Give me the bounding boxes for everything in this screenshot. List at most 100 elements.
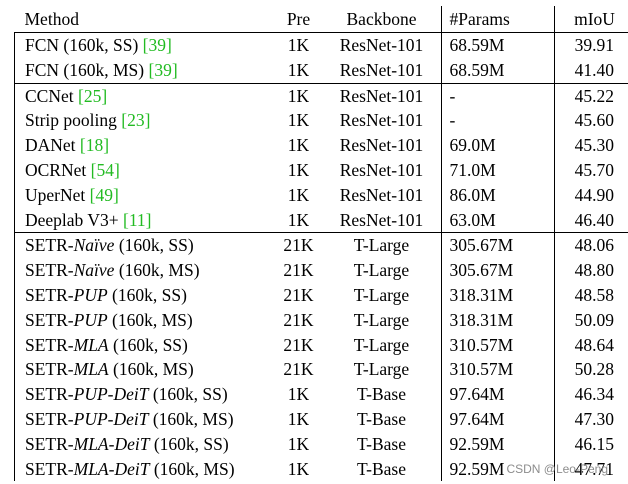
backbone-cell: T-Base	[322, 382, 442, 407]
watermark: CSDN @Leo-Peng	[506, 462, 608, 476]
miou-cell: 50.28	[554, 357, 628, 383]
params-cell: 68.59M	[441, 31, 555, 58]
params-cell: -	[441, 82, 555, 109]
citation-link[interactable]: [49]	[89, 184, 119, 205]
backbone-cell: ResNet-101	[322, 82, 442, 109]
backbone-cell: ResNet-101	[322, 108, 442, 134]
method-text: Naïve	[73, 260, 115, 281]
params-cell: 68.59M	[441, 57, 555, 84]
backbone-cell: T-Large	[322, 258, 442, 283]
header-backbone: Backbone	[322, 6, 442, 33]
method-text: MLA	[73, 334, 109, 355]
method-text: (160k, SS)	[149, 433, 229, 454]
backbone-cell: ResNet-101	[322, 182, 442, 208]
citation-link[interactable]: [23]	[121, 110, 151, 131]
method-cell: CCNet [25]	[14, 82, 275, 109]
method-cell: SETR-PUP (160k, MS)	[14, 307, 275, 333]
method-cell: SETR-MLA-DeiT (160k, MS)	[14, 456, 275, 482]
citation-link[interactable]: [25]	[78, 85, 108, 106]
backbone-cell: T-Large	[322, 307, 442, 333]
method-text: OCRNet	[25, 159, 91, 180]
method-text: SETR-	[25, 359, 74, 380]
citation-link[interactable]: [11]	[123, 209, 152, 230]
params-cell: 92.59M	[441, 456, 555, 482]
method-text: MLA	[73, 359, 109, 380]
pre-cell: 1K	[274, 31, 323, 58]
method-text: PUP-DeiT	[73, 384, 149, 405]
method-cell: FCN (160k, MS) [39]	[14, 57, 275, 84]
table-row: SETR-PUP-DeiT (160k, SS) 1K T-Base 97.64M 46…	[14, 382, 628, 407]
method-text: SETR-	[25, 260, 74, 281]
method-cell: OCRNet [54]	[14, 157, 275, 183]
params-cell: 86.0M	[441, 182, 555, 208]
method-cell: SETR-PUP-DeiT (160k, SS)	[14, 382, 275, 407]
table-row: SETR-PUP-DeiT (160k, MS) 1K T-Base 97.64M 47…	[14, 406, 628, 432]
backbone-cell: ResNet-101	[322, 133, 442, 158]
method-cell: SETR-MLA-DeiT (160k, SS)	[14, 431, 275, 457]
pre-cell: 1K	[287, 384, 310, 405]
method-text: SETR-	[25, 309, 74, 330]
method-text: (160k, MS)	[108, 359, 194, 380]
backbone-cell: ResNet-101	[322, 57, 442, 84]
miou-cell: 44.90	[554, 182, 628, 208]
method-cell: Strip pooling [23]	[14, 108, 275, 134]
params-cell: 305.67M	[441, 258, 555, 283]
table-row: DANet [18] 1K ResNet-101 69.0M 45.30	[14, 133, 628, 158]
pre-cell: 1K	[287, 135, 310, 156]
miou-cell: 48.80	[554, 258, 628, 283]
backbone-cell: ResNet-101	[322, 207, 442, 233]
method-text: SETR-	[25, 408, 74, 429]
method-text: (160k, SS)	[148, 384, 228, 405]
method-text: SETR-	[25, 334, 74, 355]
method-cell: SETR-PUP (160k, SS)	[14, 282, 275, 308]
miou-cell: 47.30	[554, 406, 628, 432]
method-text: SETR-	[25, 284, 74, 305]
method-text: (160k, MS)	[149, 458, 235, 479]
params-cell: 310.57M	[441, 357, 555, 383]
method-cell: SETR-MLA (160k, SS)	[14, 332, 275, 358]
method-text: PUP	[73, 309, 108, 330]
table-row: Deeplab V3+ [11] 1K ResNet-101 63.0M 46.40	[14, 207, 628, 233]
header-miou: mIoU	[554, 6, 628, 33]
method-text: SETR-	[25, 235, 74, 256]
backbone-cell: T-Large	[322, 282, 442, 308]
method-text: (160k, SS)	[114, 235, 194, 256]
method-text: UperNet	[25, 184, 90, 205]
table-row: Strip pooling [23] 1K ResNet-101-45.60	[14, 108, 628, 134]
citation-link[interactable]: [18]	[79, 135, 110, 156]
table-row: SETR-PUP (160k, SS) 21K T-Large 318.31M 48.5…	[14, 282, 628, 308]
citation-link[interactable]: [39]	[142, 35, 172, 55]
params-cell: 318.31M	[441, 282, 555, 308]
method-text: MLA-DeiT	[73, 433, 150, 454]
miou-cell: 45.60	[554, 108, 628, 134]
method-cell: UperNet [49]	[14, 182, 275, 208]
citation-link[interactable]: [39]	[148, 59, 178, 80]
pre-cell: 1K	[274, 82, 323, 109]
backbone-cell: T-Large	[322, 232, 442, 259]
table-row: OCRNet [54] 1K ResNet-101 71.0M 45.70	[14, 157, 628, 183]
method-text: Deeplab V3+	[25, 209, 123, 230]
header-pre: Pre	[274, 6, 323, 33]
pre-cell: 1K	[287, 433, 310, 454]
pre-cell: 1K	[287, 59, 310, 80]
pre-cell: 1K	[287, 209, 310, 230]
table-body: FCN (160k, SS) [39] 1K ResNet-101 68.59M 39.…	[14, 31, 628, 482]
method-text: PUP-DeiT	[73, 408, 149, 429]
pre-cell: 1K	[287, 458, 310, 479]
miou-cell: 46.34	[554, 382, 628, 407]
params-cell: 310.57M	[441, 332, 555, 358]
citation-link[interactable]: [54]	[90, 159, 120, 180]
backbone-cell: T-Base	[322, 456, 442, 482]
pre-cell: 21K	[283, 334, 314, 355]
params-cell: 97.64M	[441, 382, 555, 407]
method-cell: Deeplab V3+ [11]	[14, 207, 275, 233]
backbone-cell: ResNet-101	[322, 31, 442, 58]
miou-cell: 45.70	[554, 157, 628, 183]
method-cell: FCN (160k, SS) [39]	[14, 31, 275, 58]
miou-cell: 41.40	[554, 57, 628, 84]
pre-cell: 1K	[287, 159, 310, 180]
miou-cell: 45.22	[554, 82, 628, 109]
params-cell: 97.64M	[441, 406, 555, 432]
method-text: Naïve	[73, 235, 115, 256]
pre-cell: 21K	[274, 232, 323, 259]
